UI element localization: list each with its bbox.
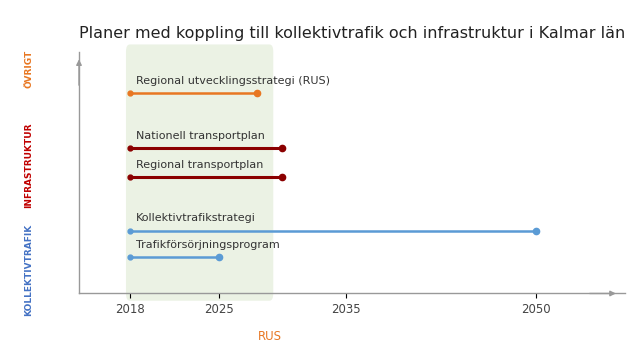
Text: RUS: RUS (257, 330, 282, 343)
Text: Nationell transportplan: Nationell transportplan (136, 131, 265, 141)
Text: Regional transportplan: Regional transportplan (136, 160, 264, 170)
Text: Trafikförsörjningsprogram: Trafikförsörjningsprogram (136, 240, 280, 250)
Text: Kollektivtrafikstrategi: Kollektivtrafikstrategi (136, 213, 256, 223)
Text: Regional utvecklingsstrategi (RUS): Regional utvecklingsstrategi (RUS) (136, 76, 330, 86)
Text: ÖVRIGT: ÖVRIGT (24, 49, 33, 87)
Text: KOLLEKTIVTRAFIK: KOLLEKTIVTRAFIK (24, 224, 33, 316)
FancyBboxPatch shape (126, 44, 273, 301)
Text: INFRASTRUKTUR: INFRASTRUKTUR (24, 123, 33, 208)
Title: Planer med koppling till kollektivtrafik och infrastruktur i Kalmar län: Planer med koppling till kollektivtrafik… (79, 26, 625, 41)
